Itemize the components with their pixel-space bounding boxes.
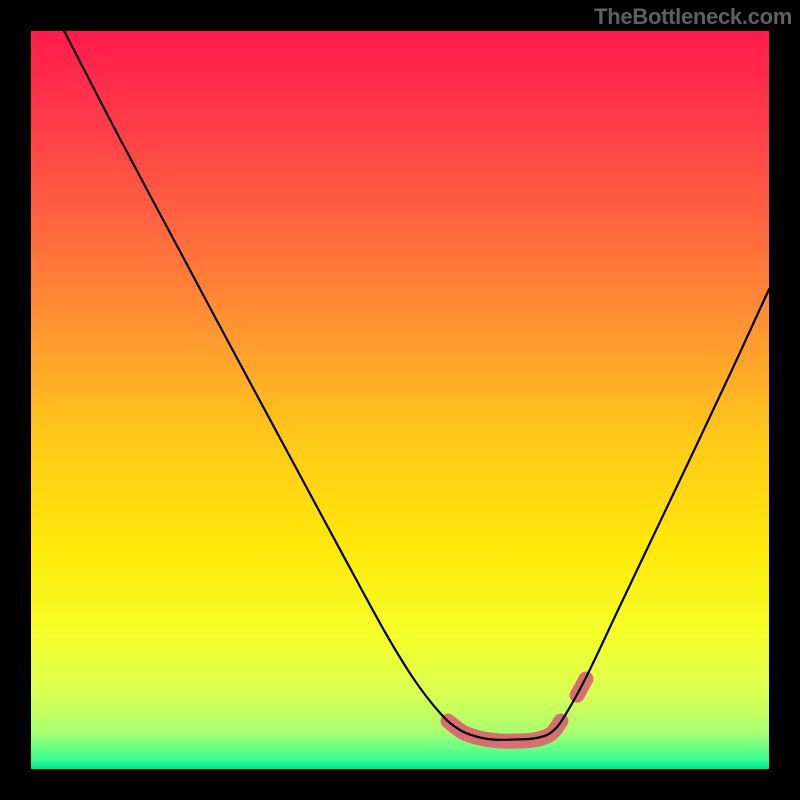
chart-container: TheBottleneck.com (0, 0, 800, 800)
watermark-text: TheBottleneck.com (594, 4, 792, 30)
plot-area (31, 31, 769, 769)
chart-svg (31, 31, 769, 769)
